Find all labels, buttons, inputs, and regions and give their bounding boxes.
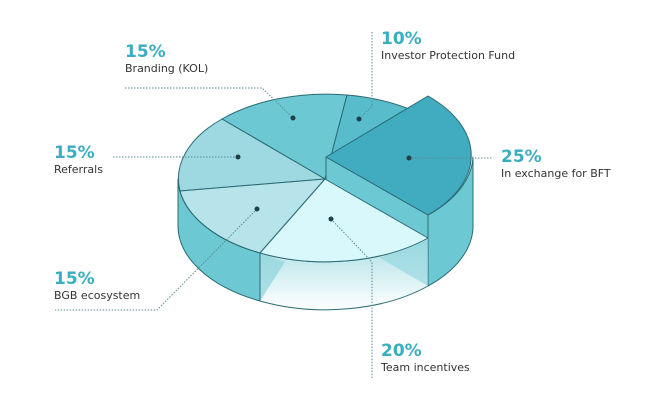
slice-name: Investor Protection Fund [381, 49, 516, 62]
label-team: 20% Team incentives [381, 341, 470, 375]
value-label: 15% [125, 42, 166, 62]
slice-bgb-ecosystem [179, 178, 326, 254]
leader-line-ipf [358, 32, 373, 120]
slice-name: Branding (KOL) [125, 62, 209, 75]
slice-team-inner-left [260, 253, 285, 301]
slice-referrals [177, 118, 326, 192]
slice-team-incentives [259, 178, 429, 263]
label-ipf: 10% Investor Protection Fund [381, 29, 515, 63]
slice-name: BGB ecosystem [54, 289, 141, 302]
label-branding: 15% Branding (KOL) [125, 42, 208, 76]
value-label: 10% [381, 29, 422, 49]
dot-exchange [406, 155, 412, 161]
leader-line-branding [125, 87, 294, 119]
label-referrals: 15% Referrals [54, 143, 103, 177]
label-bgb: 15% BGB ecosystem [54, 269, 140, 303]
slice-name: In exchange for BFT [501, 167, 611, 180]
slice-name: Referrals [54, 163, 103, 176]
dot-team [328, 216, 334, 222]
value-label: 20% [381, 341, 422, 361]
dot-referrals [235, 154, 241, 160]
slice-team-inner-right [380, 238, 428, 286]
value-label: 15% [54, 143, 95, 163]
slice-name: Team incentives [381, 361, 470, 374]
slice-branding [221, 93, 348, 180]
label-exchange: 25% In exchange for BFT [501, 147, 611, 181]
dot-branding [290, 115, 296, 121]
value-label: 25% [501, 147, 542, 167]
leader-line-bgb [55, 208, 258, 311]
dot-bgb [254, 206, 260, 212]
value-label: 15% [54, 269, 95, 289]
slice-exchange-for-bft [325, 95, 472, 216]
dot-ipf [356, 116, 362, 122]
